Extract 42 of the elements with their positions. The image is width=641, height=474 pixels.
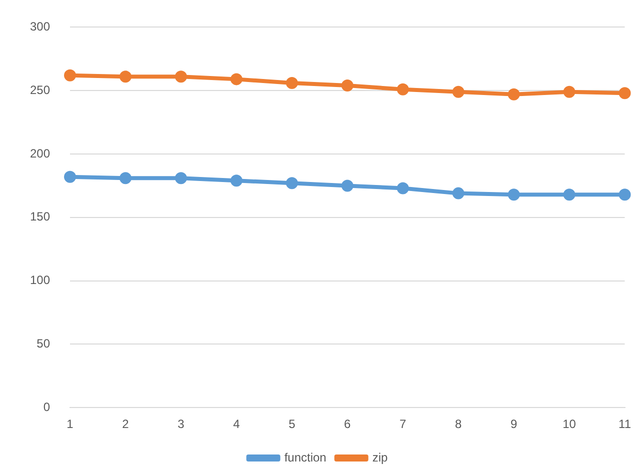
point: [230, 174, 242, 187]
point: [563, 86, 576, 98]
point: [452, 187, 464, 200]
point: [508, 88, 520, 100]
y-tick-label: 100: [30, 273, 50, 288]
point: [341, 80, 354, 92]
x-tick-label: 5: [288, 417, 296, 432]
x-tick-label: 10: [562, 417, 576, 432]
y-tick-label: 50: [36, 336, 50, 351]
point: [174, 70, 187, 83]
x-tick-label: 9: [510, 417, 518, 432]
x-tick-label: 8: [455, 417, 462, 432]
point: [396, 83, 409, 96]
point: [341, 180, 354, 192]
legend-label: function: [284, 450, 326, 464]
x-tick-label: 2: [122, 417, 130, 432]
point: [230, 73, 242, 86]
point: [508, 188, 520, 201]
y-tick-label: 300: [30, 20, 50, 34]
x-tick-label: 11: [618, 417, 632, 432]
point: [119, 172, 132, 184]
y-tick-label: 250: [30, 82, 50, 97]
point: [396, 182, 409, 194]
x-tick-label: 3: [178, 417, 185, 432]
point: [618, 87, 631, 100]
point: [618, 188, 631, 201]
y-tick-label: 150: [30, 210, 50, 224]
point: [64, 69, 76, 82]
point: [563, 188, 576, 201]
point: [452, 86, 464, 98]
y-tick-label: 0: [43, 400, 50, 414]
x-tick-label: 1: [66, 417, 74, 432]
x-tick-label: 7: [400, 417, 407, 432]
point: [286, 76, 298, 89]
y-tick-label: 200: [30, 146, 50, 160]
x-tick-label: 4: [233, 417, 240, 432]
legend-label: zip: [372, 450, 388, 464]
point: [119, 70, 132, 83]
point: [64, 170, 76, 183]
point: [174, 172, 187, 184]
point: [286, 177, 298, 190]
x-tick-label: 6: [344, 417, 352, 432]
